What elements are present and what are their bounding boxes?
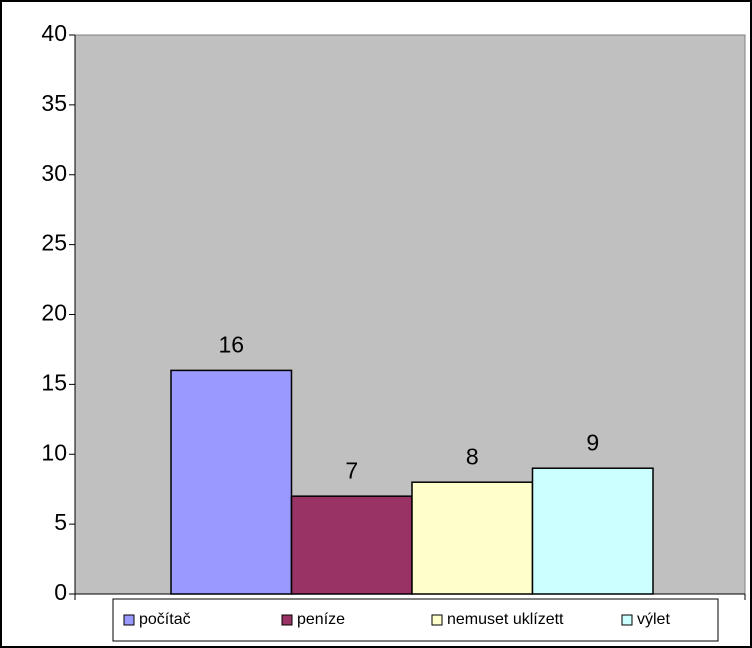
legend-marker xyxy=(281,614,293,626)
bar xyxy=(531,467,654,595)
legend-marker xyxy=(431,614,443,626)
legend-label: peníze xyxy=(297,611,345,628)
bar xyxy=(170,369,293,595)
y-tick-label: 0 xyxy=(54,579,67,605)
y-tick-label: 35 xyxy=(41,90,67,116)
bar xyxy=(411,481,534,595)
y-tick-label: 40 xyxy=(41,20,67,46)
y-tick-label: 20 xyxy=(41,300,67,326)
legend-label: nemuset uklízett xyxy=(447,611,564,628)
legend-marker xyxy=(621,614,633,626)
y-tick-label: 5 xyxy=(54,509,67,535)
y-tick-label: 10 xyxy=(41,439,67,465)
y-tick-label: 25 xyxy=(41,230,67,256)
data-label: 9 xyxy=(586,429,599,455)
y-tick-label: 15 xyxy=(41,369,67,395)
y-tick-label: 30 xyxy=(41,160,67,186)
legend-label: počítač xyxy=(139,611,191,628)
bar xyxy=(290,495,413,595)
legend-label: výlet xyxy=(637,611,670,628)
data-label: 8 xyxy=(466,443,479,469)
data-label: 16 xyxy=(218,331,244,357)
legend xyxy=(112,598,719,642)
data-label: 7 xyxy=(345,457,358,483)
legend-marker xyxy=(123,614,135,626)
